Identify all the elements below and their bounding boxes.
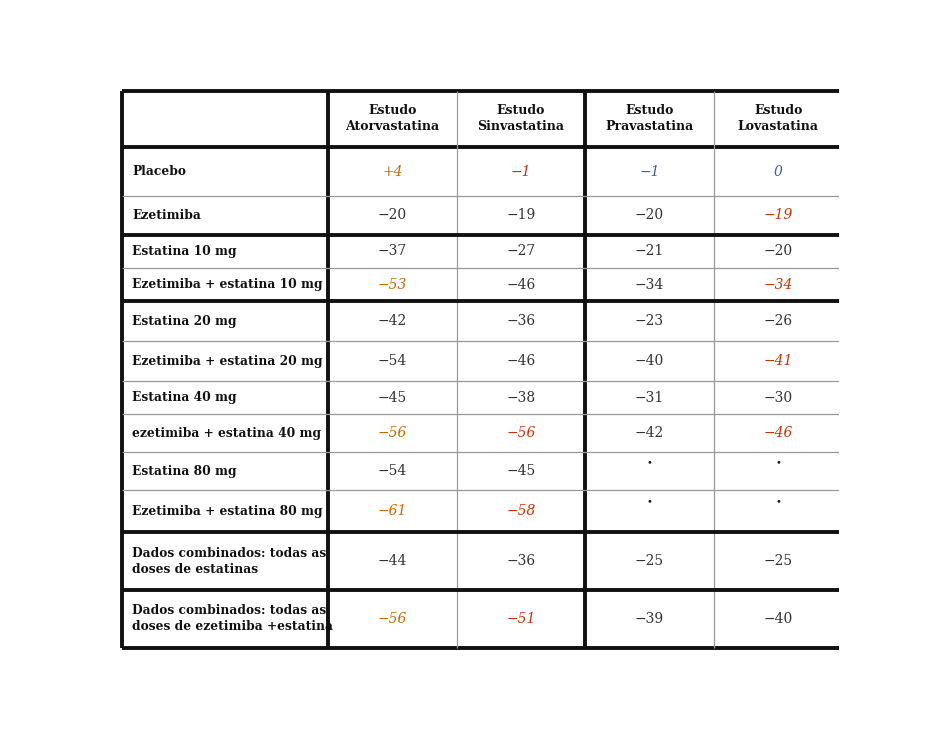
Text: •: •	[775, 458, 781, 467]
Text: −37: −37	[377, 244, 407, 258]
Text: −36: −36	[506, 314, 536, 328]
Text: −44: −44	[377, 554, 407, 568]
Text: −40: −40	[763, 612, 793, 626]
Text: Estatina 40 mg: Estatina 40 mg	[132, 391, 237, 404]
Text: −23: −23	[635, 314, 665, 328]
Text: −56: −56	[506, 426, 536, 440]
Text: −53: −53	[377, 278, 407, 292]
Text: −19: −19	[763, 208, 793, 222]
Text: −42: −42	[377, 314, 407, 328]
Text: −34: −34	[763, 278, 793, 292]
Text: •: •	[647, 498, 652, 507]
Text: Estatina 10 mg: Estatina 10 mg	[132, 245, 237, 258]
Text: Ezetimiba + estatina 10 mg: Ezetimiba + estatina 10 mg	[132, 278, 323, 291]
Text: •: •	[647, 458, 652, 467]
Text: Ezetimiba + estatina 80 mg: Ezetimiba + estatina 80 mg	[132, 504, 323, 518]
Text: −46: −46	[506, 278, 536, 292]
Text: Placebo: Placebo	[132, 165, 186, 178]
Text: Estatina 20 mg: Estatina 20 mg	[132, 315, 237, 327]
Text: −54: −54	[377, 354, 407, 368]
Text: 0: 0	[774, 164, 783, 178]
Text: −61: −61	[377, 504, 407, 518]
Text: −40: −40	[635, 354, 665, 368]
Text: −45: −45	[377, 391, 407, 405]
Text: −25: −25	[763, 554, 793, 568]
Text: −42: −42	[635, 426, 665, 440]
Text: −54: −54	[377, 464, 407, 478]
Text: Ezetimiba + estatina 20 mg: Ezetimiba + estatina 20 mg	[132, 355, 323, 368]
Text: Dados combinados: todas as
doses de estatinas: Dados combinados: todas as doses de esta…	[132, 547, 326, 575]
Text: •: •	[775, 498, 781, 507]
Text: ezetimiba + estatina 40 mg: ezetimiba + estatina 40 mg	[132, 427, 322, 439]
Text: −46: −46	[506, 354, 536, 368]
Text: −34: −34	[635, 278, 665, 292]
Text: Estudo
Sinvastatina: Estudo Sinvastatina	[477, 105, 565, 133]
Text: −20: −20	[763, 244, 793, 258]
Text: −1: −1	[511, 164, 531, 178]
Text: −46: −46	[763, 426, 793, 440]
Text: Estudo
Lovastatina: Estudo Lovastatina	[737, 105, 818, 133]
Text: −56: −56	[377, 612, 407, 626]
Text: −20: −20	[635, 208, 665, 222]
Text: Estudo
Atorvastatina: Estudo Atorvastatina	[346, 105, 440, 133]
Text: −36: −36	[506, 554, 536, 568]
Text: Ezetimiba: Ezetimiba	[132, 209, 201, 221]
Text: −58: −58	[506, 504, 536, 518]
Text: −31: −31	[635, 391, 665, 405]
Text: −27: −27	[506, 244, 536, 258]
Text: −41: −41	[763, 354, 793, 368]
Text: Estudo
Pravastatina: Estudo Pravastatina	[606, 105, 693, 133]
Text: −21: −21	[635, 244, 665, 258]
Text: −20: −20	[377, 208, 407, 222]
Text: −19: −19	[506, 208, 536, 222]
Text: −25: −25	[635, 554, 665, 568]
Text: −38: −38	[506, 391, 536, 405]
Text: −39: −39	[635, 612, 665, 626]
Text: −30: −30	[763, 391, 793, 405]
Text: −56: −56	[377, 426, 407, 440]
Text: −45: −45	[506, 464, 536, 478]
Text: +4: +4	[382, 164, 403, 178]
Text: −51: −51	[506, 612, 536, 626]
Text: Estatina 80 mg: Estatina 80 mg	[132, 464, 237, 477]
Text: Dados combinados: todas as
doses de ezetimiba +estatina: Dados combinados: todas as doses de ezet…	[132, 605, 334, 633]
Text: −1: −1	[639, 164, 660, 178]
Text: −26: −26	[763, 314, 793, 328]
